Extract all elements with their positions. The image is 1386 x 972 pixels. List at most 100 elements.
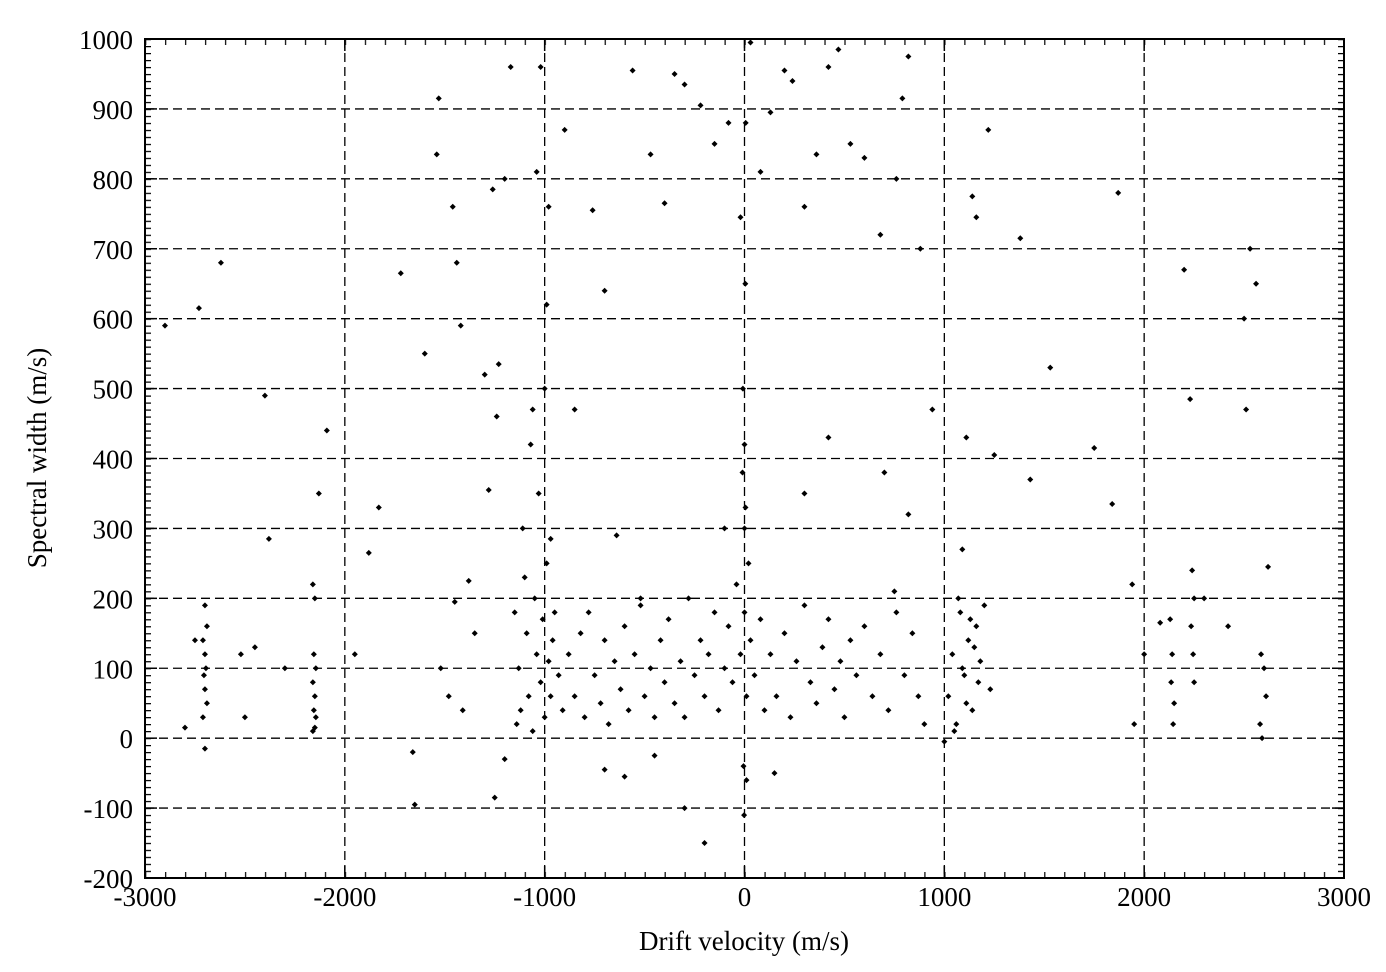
point [921, 721, 928, 728]
point [953, 721, 960, 728]
point [973, 623, 980, 630]
point [742, 119, 749, 126]
point [697, 637, 704, 644]
point [740, 763, 747, 770]
point [605, 721, 612, 728]
point [781, 67, 788, 74]
point [665, 616, 672, 623]
point [1168, 679, 1175, 686]
point [637, 602, 644, 609]
point [457, 322, 464, 329]
point [493, 413, 500, 420]
point [507, 63, 514, 70]
point [891, 588, 898, 595]
point [515, 665, 522, 672]
point [571, 406, 578, 413]
point [435, 95, 442, 102]
point [761, 707, 768, 714]
point [161, 322, 168, 329]
point [813, 700, 820, 707]
point [591, 672, 598, 679]
point [523, 630, 530, 637]
point [647, 151, 654, 158]
point [691, 672, 698, 679]
point [191, 637, 198, 644]
point [631, 651, 638, 658]
point [701, 840, 708, 847]
point [323, 427, 330, 434]
point [671, 70, 678, 77]
point [577, 630, 584, 637]
point [449, 203, 456, 210]
y-tick-label: 700 [93, 235, 134, 265]
y-tick-label: 300 [93, 514, 134, 544]
point [901, 672, 908, 679]
point [312, 714, 319, 721]
point [637, 595, 644, 602]
point [309, 679, 316, 686]
point [195, 305, 202, 312]
point [203, 623, 210, 630]
point [597, 700, 604, 707]
point [955, 595, 962, 602]
point [991, 452, 998, 459]
y-tick-label: 0 [120, 724, 134, 754]
point [747, 637, 754, 644]
point [309, 581, 316, 588]
point [959, 546, 966, 553]
point [485, 486, 492, 493]
point [711, 609, 718, 616]
point [203, 700, 210, 707]
point [541, 714, 548, 721]
point [217, 259, 224, 266]
point [841, 714, 848, 721]
point [1191, 679, 1198, 686]
point [837, 658, 844, 665]
point [365, 549, 372, 556]
point [535, 490, 542, 497]
point [629, 67, 636, 74]
point [537, 63, 544, 70]
point [773, 693, 780, 700]
point [917, 245, 924, 252]
point [969, 707, 976, 714]
point [905, 53, 912, 60]
point [533, 651, 540, 658]
point [241, 714, 248, 721]
point [743, 693, 750, 700]
point [957, 609, 964, 616]
point [543, 560, 550, 567]
point [869, 693, 876, 700]
point [451, 598, 458, 605]
point [519, 525, 526, 532]
point [311, 595, 318, 602]
point [525, 693, 532, 700]
y-tick-label: 600 [93, 305, 134, 335]
point [310, 651, 317, 658]
x-axis-label: Drift velocity (m/s) [639, 926, 849, 956]
point [601, 766, 608, 773]
point [409, 749, 416, 756]
point [971, 644, 978, 651]
point [545, 203, 552, 210]
point [397, 270, 404, 277]
y-tick-label: 800 [93, 165, 134, 195]
point [1109, 500, 1116, 507]
point [737, 651, 744, 658]
point [1247, 245, 1254, 252]
point [513, 721, 520, 728]
point [1131, 721, 1138, 728]
y-tick-label: 500 [93, 375, 134, 405]
point [725, 119, 732, 126]
point [1243, 406, 1250, 413]
point [613, 532, 620, 539]
point [725, 623, 732, 630]
point [973, 214, 980, 221]
point [281, 665, 288, 672]
point [733, 581, 740, 588]
point [465, 577, 472, 584]
point [1188, 623, 1195, 630]
point [801, 203, 808, 210]
point [877, 231, 884, 238]
